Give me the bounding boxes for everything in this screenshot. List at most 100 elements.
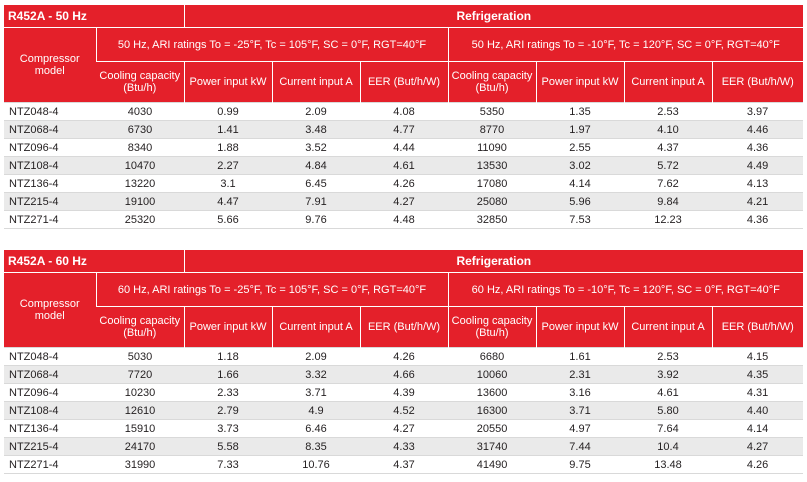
value-cell: 4.46: [712, 120, 804, 139]
value-cell: 20550: [448, 419, 537, 438]
value-cell: 4.40: [712, 401, 804, 420]
table-row: NTZ068-4 7720 1.66 3.32 4.66 10060 2.31 3.92 4.3…: [4, 365, 804, 384]
value-cell: 7.91: [272, 192, 361, 211]
value-cell: 2.79: [184, 401, 273, 420]
value-cell: 4.97: [536, 419, 625, 438]
table-row: NTZ068-4 6730 1.41 3.48 4.77 8770 1.97 4.10 4.46: [4, 120, 804, 139]
value-cell: 13600: [448, 383, 537, 402]
value-cell: 9.76: [272, 210, 361, 229]
table-row: NTZ215-4 19100 4.47 7.91 4.27 25080 5.96 9.84 4.…: [4, 192, 804, 211]
section-header: Refrigeration: [184, 5, 804, 28]
value-cell: 4.36: [712, 210, 804, 229]
value-cell: 4.13: [712, 174, 804, 193]
value-cell: 3.16: [536, 383, 625, 402]
value-cell: 4.61: [360, 156, 449, 175]
value-cell: 3.52: [272, 138, 361, 157]
value-cell: 3.32: [272, 365, 361, 384]
current-input-header: Current input A: [271, 306, 361, 348]
value-cell: 3.02: [536, 156, 625, 175]
table-row: NTZ048-4 5030 1.18 2.09 4.26 6680 1.61 2.53 4.15: [4, 347, 804, 366]
model-cell: NTZ136-4: [4, 419, 96, 438]
value-cell: 6730: [96, 120, 185, 139]
table-row: NTZ271-4 25320 5.66 9.76 4.48 32850 7.53 12.23 4…: [4, 210, 804, 229]
value-cell: 5030: [96, 347, 185, 366]
value-cell: 7.33: [184, 455, 273, 474]
value-cell: 7.64: [624, 419, 713, 438]
value-cell: 2.33: [184, 383, 273, 402]
table-r452a-60hz: R452A - 60 Hz Refrigeration Compressor mod…: [4, 250, 804, 474]
value-cell: 41490: [448, 455, 537, 474]
cooling-capacity-header: Cooling capacity (Btu/h): [447, 306, 537, 348]
table-row: NTZ096-4 8340 1.88 3.52 4.44 11090 2.55 4.37 4.3…: [4, 138, 804, 157]
value-cell: 25320: [96, 210, 185, 229]
value-cell: 2.53: [624, 102, 713, 121]
value-cell: 31990: [96, 455, 185, 474]
value-cell: 4.27: [360, 419, 449, 438]
value-cell: 3.71: [536, 401, 625, 420]
value-cell: 4.77: [360, 120, 449, 139]
value-cell: 5.58: [184, 437, 273, 456]
model-cell: NTZ271-4: [4, 210, 96, 229]
value-cell: 10.4: [624, 437, 713, 456]
model-cell: NTZ136-4: [4, 174, 96, 193]
value-cell: 11090: [448, 138, 537, 157]
current-input-header: Current input A: [623, 306, 713, 348]
value-cell: 6.45: [272, 174, 361, 193]
value-cell: 1.61: [536, 347, 625, 366]
value-cell: 10060: [448, 365, 537, 384]
compressor-model-header: Compressor model: [4, 27, 96, 103]
model-cell: NTZ215-4: [4, 192, 96, 211]
compressor-model-header: Compressor model: [4, 272, 96, 348]
eer-header: EER (But/h/W): [359, 306, 449, 348]
value-cell: 12.23: [624, 210, 713, 229]
condition-header-right: 60 Hz, ARI ratings To = -10°F, Tc = 120°…: [447, 272, 804, 307]
value-cell: 3.73: [184, 419, 273, 438]
value-cell: 19100: [96, 192, 185, 211]
value-cell: 9.84: [624, 192, 713, 211]
condition-header-right: 50 Hz, ARI ratings To = -10°F, Tc = 120°…: [447, 27, 804, 62]
model-cell: NTZ068-4: [4, 365, 96, 384]
power-input-header: Power input kW: [535, 306, 625, 348]
model-cell: NTZ108-4: [4, 401, 96, 420]
model-cell: NTZ271-4: [4, 455, 96, 474]
table-title: R452A - 60 Hz: [4, 250, 185, 273]
value-cell: 3.48: [272, 120, 361, 139]
value-cell: 1.66: [184, 365, 273, 384]
value-cell: 4.37: [360, 455, 449, 474]
value-cell: 2.09: [272, 347, 361, 366]
eer-header: EER (But/h/W): [711, 61, 804, 103]
value-cell: 4.39: [360, 383, 449, 402]
value-cell: 6680: [448, 347, 537, 366]
value-cell: 1.18: [184, 347, 273, 366]
value-cell: 4.31: [712, 383, 804, 402]
value-cell: 4.14: [536, 174, 625, 193]
model-cell: NTZ048-4: [4, 347, 96, 366]
value-cell: 13.48: [624, 455, 713, 474]
value-cell: 4.47: [184, 192, 273, 211]
value-cell: 3.92: [624, 365, 713, 384]
value-cell: 4.15: [712, 347, 804, 366]
value-cell: 4.9: [272, 401, 361, 420]
table-row: NTZ136-4 15910 3.73 6.46 4.27 20550 4.97 7.64 4.…: [4, 419, 804, 438]
value-cell: 10470: [96, 156, 185, 175]
value-cell: 4.27: [360, 192, 449, 211]
power-input-header: Power input kW: [183, 306, 273, 348]
table-row: NTZ215-4 24170 5.58 8.35 4.33 31740 7.44 10.4 4.…: [4, 437, 804, 456]
value-cell: 0.99: [184, 102, 273, 121]
eer-header: EER (But/h/W): [711, 306, 804, 348]
value-cell: 24170: [96, 437, 185, 456]
value-cell: 3.1: [184, 174, 273, 193]
table-row: NTZ271-4 31990 7.33 10.76 4.37 41490 9.75 13.48…: [4, 455, 804, 474]
table-row: NTZ108-4 12610 2.79 4.9 4.52 16300 3.71 5.80 4.4…: [4, 401, 804, 420]
cooling-capacity-header: Cooling capacity (Btu/h): [96, 306, 185, 348]
value-cell: 4.21: [712, 192, 804, 211]
value-cell: 4.10: [624, 120, 713, 139]
value-cell: 5.80: [624, 401, 713, 420]
value-cell: 32850: [448, 210, 537, 229]
value-cell: 12610: [96, 401, 185, 420]
value-cell: 4.84: [272, 156, 361, 175]
value-cell: 4.44: [360, 138, 449, 157]
current-input-header: Current input A: [623, 61, 713, 103]
value-cell: 25080: [448, 192, 537, 211]
value-cell: 4030: [96, 102, 185, 121]
